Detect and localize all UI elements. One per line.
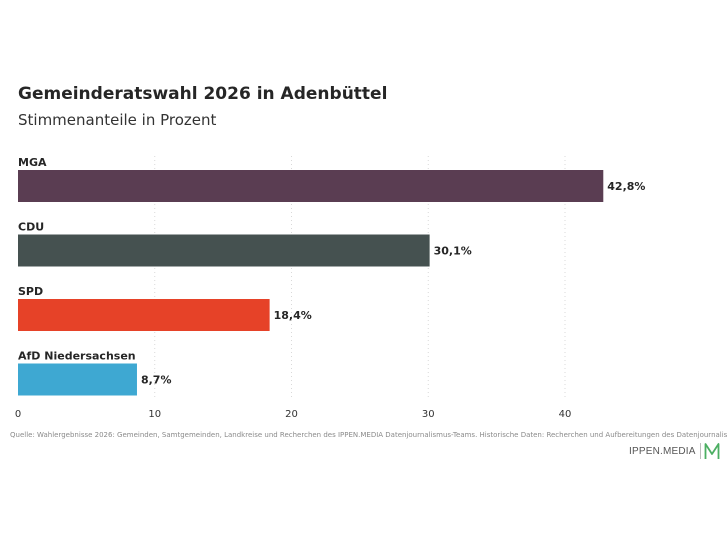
brand-m-icon (704, 442, 720, 460)
category-label: MGA (18, 156, 47, 169)
value-label: 18,4% (274, 309, 312, 322)
x-tick-label: 20 (285, 409, 298, 420)
bar (18, 299, 270, 331)
category-label: SPD (18, 285, 43, 298)
value-label: 42,8% (607, 180, 645, 193)
brand-name: IPPEN.MEDIA (629, 445, 696, 457)
x-tick-label: 10 (148, 409, 161, 420)
category-label: AfD Niedersachsen (18, 350, 136, 363)
category-label: CDU (18, 221, 44, 234)
value-label: 30,1% (434, 245, 472, 258)
chart-subtitle: Stimmenanteile in Prozent (18, 111, 217, 129)
bar (18, 170, 604, 202)
source-note: Quelle: Wahlergebnisse 2026: Gemeinden, … (10, 431, 728, 439)
value-label: 8,7% (141, 374, 172, 387)
bar (18, 363, 137, 396)
bar-chart: MGA 42,8% CDU 30,1% SPD 18,4% AfD Niedersachse… (15, 156, 645, 420)
x-tick-label: 0 (15, 409, 21, 420)
brand-logo: IPPEN.MEDIA (629, 442, 720, 460)
x-tick-label: 40 (559, 409, 572, 420)
brand-divider (699, 443, 701, 459)
x-tick-label: 30 (422, 409, 435, 420)
chart-title: Gemeinderatswahl 2026 in Adenbüttel (18, 84, 388, 104)
bar (18, 234, 430, 267)
